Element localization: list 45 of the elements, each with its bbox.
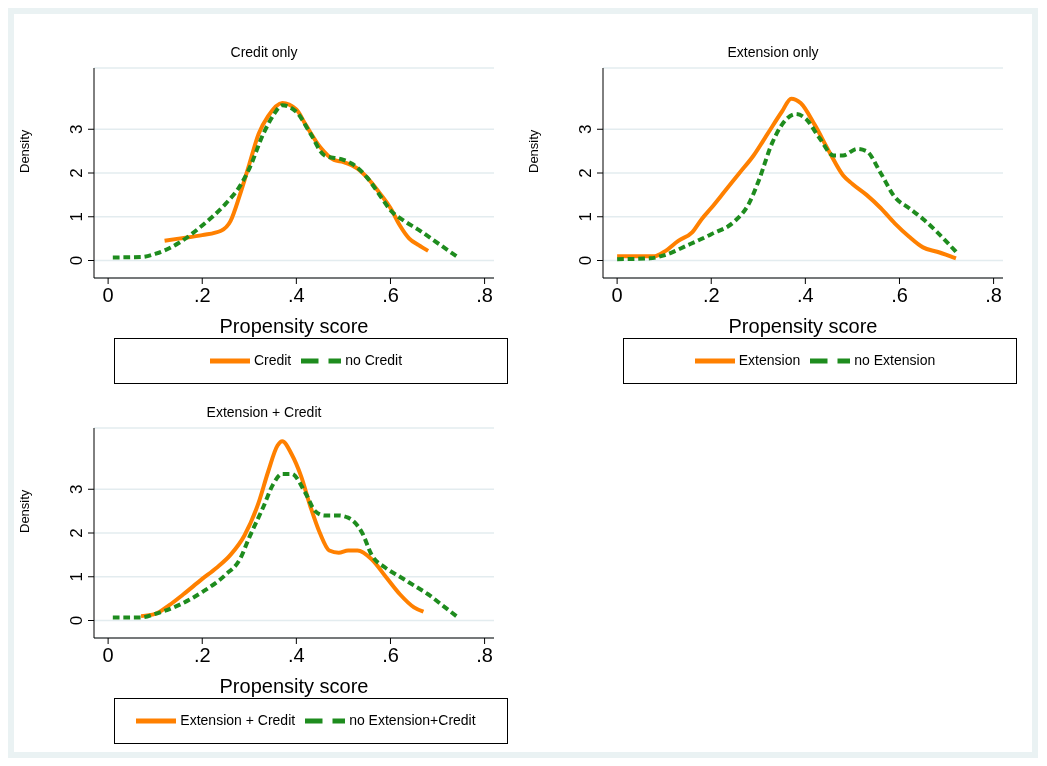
x-axis-title: Propensity score [219, 675, 369, 697]
x-tick-label: .2 [702, 284, 720, 306]
y-tick-label: 1 [67, 212, 86, 222]
line-series [110, 103, 459, 260]
x-axis-title: Propensity score [219, 315, 369, 337]
y-tick-label: 3 [67, 124, 86, 134]
y-tick-label: 0 [67, 255, 86, 266]
y-tick-label: 0 [576, 255, 595, 266]
chart-title: Credit only [229, 44, 299, 62]
x-tick-label: .8 [476, 284, 493, 306]
x-tick-label: .6 [382, 644, 399, 666]
y-tick-label: 0 [67, 615, 86, 626]
legend-label: Extension + Credit [180, 711, 296, 728]
legend-label: Extension [738, 351, 801, 368]
y-tick-label: 2 [67, 528, 86, 538]
x-tick-label: 0 [102, 644, 114, 666]
chart-title: Extension only [726, 44, 820, 62]
x-tick-label: .6 [891, 284, 908, 306]
y-tick-label: 3 [576, 124, 595, 134]
line-series [139, 439, 426, 619]
x-tick-label: .6 [382, 284, 399, 306]
x-tick-label: .4 [288, 284, 305, 306]
x-tick-label: .4 [288, 644, 305, 666]
y-axis-title: Density [525, 129, 541, 173]
x-tick-label: .4 [797, 284, 814, 306]
y-axis-title: Density [16, 489, 32, 533]
legend-label: Credit [253, 351, 292, 368]
y-tick-label: 2 [67, 168, 86, 178]
legend-label: no Credit [345, 351, 403, 368]
x-tick-label: 0 [102, 284, 114, 306]
legend-label: no Extension [854, 351, 936, 368]
x-tick-label: .2 [193, 284, 211, 306]
x-tick-label: .8 [985, 284, 1002, 306]
x-tick-label: .8 [476, 644, 493, 666]
y-tick-label: 1 [576, 212, 595, 222]
legend-label: no Extension+Credit [349, 711, 476, 728]
chart-title: Extension + Credit [205, 404, 323, 422]
x-tick-label: .2 [193, 644, 211, 666]
y-tick-label: 2 [576, 168, 595, 178]
y-tick-label: 3 [67, 484, 86, 494]
x-tick-label: 0 [611, 284, 623, 306]
y-axis-title: Density [16, 129, 32, 173]
y-tick-label: 1 [67, 572, 86, 582]
line-series [110, 471, 459, 620]
x-axis-title: Propensity score [728, 315, 878, 337]
